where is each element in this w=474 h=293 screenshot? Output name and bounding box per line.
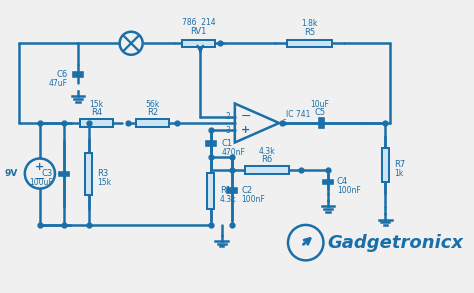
Text: C6: C6	[56, 70, 67, 79]
Text: R7: R7	[394, 160, 406, 169]
Bar	[382, 148, 389, 182]
Text: −: −	[35, 173, 45, 186]
Text: −: −	[240, 110, 251, 123]
Text: 2: 2	[226, 112, 230, 121]
Text: 4.3k: 4.3k	[258, 147, 275, 156]
Bar	[287, 40, 332, 47]
Text: 4.3k: 4.3k	[220, 195, 237, 204]
Bar	[80, 120, 113, 127]
Text: 470nF: 470nF	[221, 148, 246, 157]
Text: C3: C3	[42, 169, 53, 178]
Text: 47uF: 47uF	[48, 79, 67, 88]
Text: Gadgetronicx: Gadgetronicx	[327, 234, 463, 252]
Text: C2: C2	[241, 186, 252, 195]
Bar	[245, 166, 289, 173]
Bar	[182, 40, 215, 47]
Bar	[137, 120, 169, 127]
Text: C1: C1	[221, 139, 233, 148]
Text: C5: C5	[314, 108, 326, 117]
Text: 15k: 15k	[98, 178, 111, 187]
Text: 100nF: 100nF	[241, 195, 265, 204]
Text: +: +	[241, 125, 250, 135]
Text: +: +	[35, 162, 45, 172]
Text: 6: 6	[282, 118, 287, 127]
Text: C4: C4	[337, 177, 348, 186]
Text: R5: R5	[304, 28, 315, 37]
Text: 10uF: 10uF	[310, 100, 329, 109]
Text: R2: R2	[147, 108, 158, 117]
Text: 100nF: 100nF	[337, 186, 361, 195]
Text: R6: R6	[261, 155, 273, 164]
Bar	[85, 153, 92, 195]
Text: 1k: 1k	[394, 169, 403, 178]
Text: 9V: 9V	[4, 169, 18, 178]
Text: R1: R1	[220, 186, 231, 195]
Text: 786  214: 786 214	[182, 18, 215, 27]
Text: 100uF: 100uF	[29, 178, 53, 187]
Text: RV1: RV1	[190, 27, 207, 36]
Text: 1.8k: 1.8k	[301, 19, 318, 28]
Text: 56k: 56k	[146, 100, 160, 109]
Text: 15k: 15k	[90, 100, 104, 109]
Bar	[207, 173, 214, 209]
Text: R3: R3	[98, 169, 109, 178]
Text: R4: R4	[91, 108, 102, 117]
Text: 3: 3	[226, 126, 230, 134]
Text: IC 741: IC 741	[286, 110, 310, 119]
